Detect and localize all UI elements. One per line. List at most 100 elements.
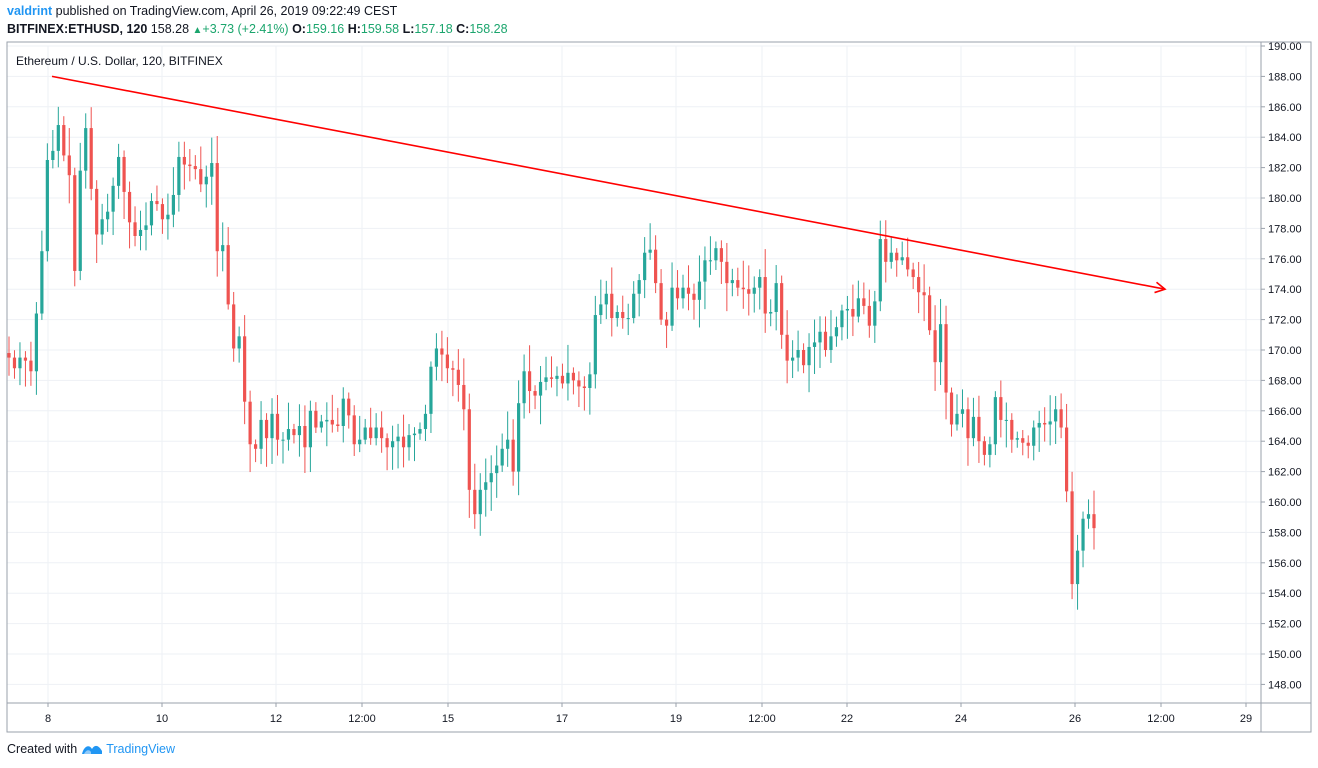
- candle-body: [210, 163, 214, 177]
- x-tick-label: 12: [270, 713, 282, 725]
- candle: [686, 265, 691, 311]
- candle-body: [484, 482, 488, 490]
- candle: [823, 316, 828, 357]
- candle-body: [664, 319, 669, 326]
- candle: [385, 433, 389, 471]
- author-name[interactable]: valdrint: [7, 4, 53, 18]
- candle: [84, 113, 88, 189]
- candle-body: [352, 415, 356, 445]
- candle-body: [895, 252, 899, 261]
- candle-body: [1070, 491, 1074, 585]
- candle: [670, 262, 674, 331]
- candle-body: [785, 334, 789, 361]
- y-tick-label: 188.00: [1268, 71, 1302, 83]
- candle-body: [730, 280, 734, 284]
- candle: [62, 116, 66, 162]
- y-tick-label: 182.00: [1268, 163, 1302, 175]
- candle: [1075, 534, 1080, 610]
- candle: [615, 305, 619, 327]
- candle: [774, 265, 778, 331]
- time-axis[interactable]: 8 10 12 12:00 15 17 19 12:00 22 24 26 12:00 29: [45, 703, 1252, 725]
- candle-body: [40, 251, 44, 314]
- candle: [922, 264, 926, 322]
- candle-body: [560, 375, 565, 384]
- candle: [752, 276, 756, 313]
- candle-body: [56, 125, 60, 151]
- candle-body: [511, 439, 515, 472]
- candle: [566, 344, 570, 401]
- candle: [741, 260, 745, 309]
- candle-body: [401, 436, 406, 448]
- trendline[interactable]: [51, 75, 1167, 294]
- candle-body: [149, 201, 154, 226]
- high-value: 159.58: [360, 22, 400, 36]
- candle-body: [714, 248, 718, 261]
- candle: [325, 402, 329, 447]
- candle: [456, 349, 460, 402]
- candle-body: [478, 489, 482, 515]
- candle: [818, 316, 822, 368]
- candle-body: [456, 369, 460, 385]
- candle-body: [155, 201, 159, 205]
- x-tick-label: 24: [955, 713, 967, 725]
- price-change: +3.73 (+2.41%): [202, 22, 289, 36]
- candle-body: [637, 280, 641, 294]
- candle-body: [626, 318, 630, 320]
- candle: [577, 371, 581, 408]
- y-tick-label: 186.00: [1268, 102, 1302, 114]
- x-tick-label: 15: [442, 713, 454, 725]
- candle-body: [177, 156, 181, 195]
- candle: [445, 337, 449, 384]
- candle-body: [878, 239, 882, 302]
- candle: [243, 315, 247, 425]
- candle-body: [708, 260, 713, 262]
- candle: [714, 241, 718, 270]
- candle: [166, 193, 170, 240]
- candle: [1048, 395, 1052, 446]
- x-tick-label: 22: [841, 713, 853, 725]
- candle: [226, 227, 230, 310]
- candle-body: [758, 277, 762, 288]
- candle-body: [1092, 514, 1096, 529]
- candle: [1070, 471, 1074, 600]
- candle: [221, 222, 225, 272]
- candle-body: [171, 194, 175, 215]
- candle-body: [84, 128, 88, 171]
- y-tick-label: 148.00: [1268, 679, 1302, 691]
- candle: [67, 128, 71, 204]
- candle-body: [982, 441, 987, 455]
- tradingview-brand[interactable]: TradingView: [106, 742, 175, 756]
- candle: [845, 295, 850, 339]
- symbol-info-bar: BITFINEX:ETHUSD, 120 158.28 ▲+3.73 (+2.4…: [7, 22, 508, 36]
- candle: [533, 385, 537, 410]
- candle: [840, 304, 844, 341]
- candle-body: [319, 421, 323, 428]
- candle-body: [654, 249, 658, 284]
- candle: [232, 291, 236, 362]
- candle: [111, 177, 115, 236]
- candle: [780, 275, 784, 349]
- candle: [544, 356, 548, 391]
- price-axis[interactable]: 190.00 188.00 186.00 184.00 182.00 180.00 178.…: [1261, 41, 1302, 691]
- candle-body: [182, 156, 186, 165]
- candle: [29, 341, 33, 386]
- candle-body: [566, 372, 570, 384]
- candle: [593, 295, 597, 389]
- x-tick-label: 8: [45, 713, 51, 725]
- candle-body: [358, 439, 362, 445]
- candle: [944, 305, 948, 420]
- candle: [758, 269, 762, 310]
- candle-body: [73, 175, 77, 271]
- y-tick-label: 172.00: [1268, 315, 1302, 327]
- candle-body: [1043, 422, 1047, 425]
- candle: [253, 439, 258, 463]
- trendline-line[interactable]: [51, 75, 1166, 290]
- candle: [500, 433, 504, 472]
- y-tick-label: 164.00: [1268, 436, 1302, 448]
- candle-body: [221, 245, 225, 252]
- candle-body: [544, 377, 548, 382]
- candle-body: [445, 354, 449, 369]
- candle-body: [100, 219, 104, 235]
- y-tick-label: 154.00: [1268, 588, 1302, 600]
